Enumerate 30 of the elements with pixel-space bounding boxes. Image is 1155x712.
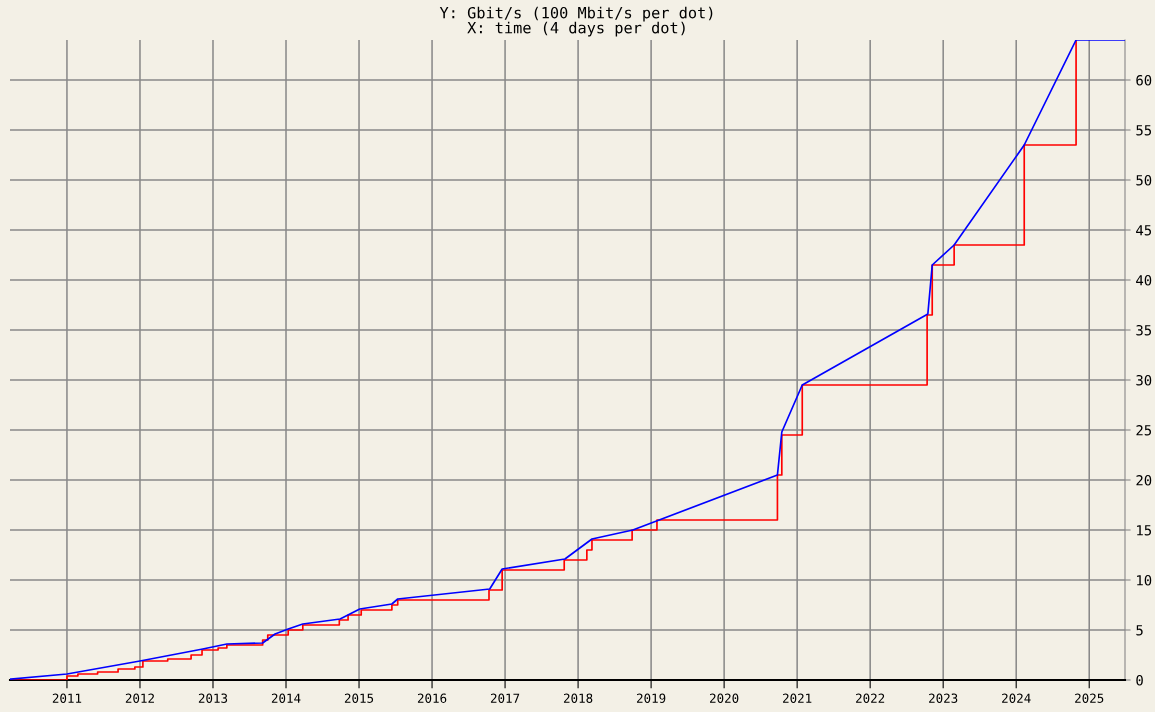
x-tick-label: 2021	[783, 693, 812, 703]
y-tick-label: 15	[1137, 525, 1152, 536]
x-tick-label: 2013	[198, 693, 228, 703]
y-tick-label: 5	[1136, 625, 1143, 636]
y-tick-label: 35	[1136, 325, 1152, 336]
x-tick-label: 2024	[1002, 693, 1031, 703]
x-tick-label: 2020	[710, 693, 739, 703]
x-tick-label: 2019	[636, 693, 666, 703]
x-tick-label: 2015	[344, 693, 374, 703]
chart-subtitle: X: time (4 days per dot)	[467, 21, 685, 37]
y-tick-label: 25	[1136, 425, 1152, 436]
y-tick-label: 10	[1137, 575, 1152, 586]
y-tick-label: 45	[1136, 225, 1152, 236]
x-tick-label: 2014	[271, 693, 301, 703]
y-tick-label: 60	[1136, 75, 1152, 86]
x-tick-label: 2023	[929, 693, 958, 703]
x-tick-label: 2022	[856, 693, 885, 703]
x-tick-label: 2017	[490, 693, 520, 703]
x-tick-label: 2016	[417, 693, 447, 703]
y-tick-label: 0	[1136, 675, 1143, 686]
x-tick-label: 2025	[1075, 693, 1104, 703]
x-tick-label: 2018	[563, 693, 593, 703]
x-tick-label: 2011	[52, 693, 82, 703]
y-tick-label: 20	[1136, 475, 1152, 486]
y-tick-label: 50	[1136, 175, 1152, 186]
y-tick-label: 55	[1136, 125, 1152, 136]
x-tick-label: 2012	[125, 693, 154, 703]
chart-title: Y: Gbit/s (100 Mbit/s per dot)	[439, 6, 713, 22]
y-tick-label: 30	[1136, 375, 1152, 386]
y-tick-label: 40	[1136, 275, 1152, 286]
